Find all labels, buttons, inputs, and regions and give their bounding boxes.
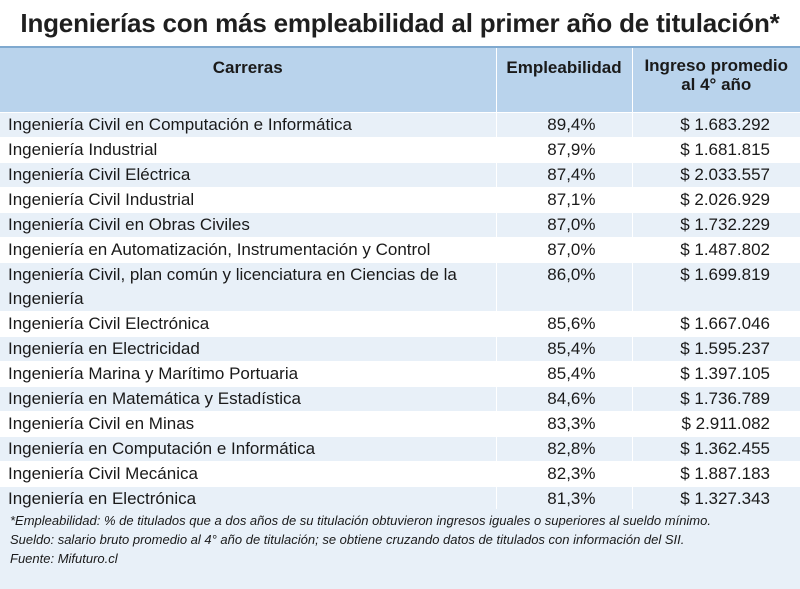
cell-ingreso: $ 1.681.815: [632, 137, 800, 163]
cell-empleabilidad: 83,3%: [496, 411, 633, 437]
note-fuente: Fuente: Mifuturo.cl: [10, 551, 118, 566]
footnotes: *Empleabilidad: % de titulados que a dos…: [0, 509, 800, 589]
table-row: Ingeniería Civil, plan común y licenciat…: [0, 262, 800, 312]
table-row: Ingeniería en Automatización, Instrument…: [0, 237, 800, 263]
cell-ingreso: $ 2.911.082: [632, 411, 800, 437]
table-row: Ingeniería Civil en Computación e Inform…: [0, 112, 800, 138]
page-title: Ingenierías con más empleabilidad al pri…: [20, 8, 780, 38]
employability-table: Carreras Empleabilidad Ingreso promedio …: [0, 48, 800, 511]
cell-ingreso: $ 1.667.046: [632, 311, 800, 337]
cell-ingreso: $ 1.683.292: [632, 112, 800, 138]
cell-empleabilidad: 84,6%: [496, 386, 633, 412]
cell-empleabilidad: 87,0%: [496, 237, 633, 263]
column-header-ingreso-line2: al 4° año: [681, 75, 752, 94]
column-header-empleabilidad: Empleabilidad: [496, 48, 633, 113]
cell-ingreso: $ 1.487.802: [632, 237, 800, 263]
cell-carrera: Ingeniería Marina y Marítimo Portuaria: [0, 361, 497, 387]
cell-ingreso: $ 1.736.789: [632, 386, 800, 412]
cell-carrera: Ingeniería en Electricidad: [0, 336, 497, 362]
cell-carrera: Ingeniería Civil Electrónica: [0, 311, 497, 337]
table-row: Ingeniería Civil Eléctrica 87,4% $ 2.033.5…: [0, 162, 800, 188]
cell-empleabilidad: 86,0%: [496, 262, 633, 312]
cell-ingreso: $ 1.362.455: [632, 436, 800, 462]
table-row: Ingeniería Civil en Minas 83,3% $ 2.911.08…: [0, 411, 800, 437]
cell-empleabilidad: 82,3%: [496, 461, 633, 487]
table-row: Ingeniería en Matemática y Estadística 84…: [0, 386, 800, 412]
cell-ingreso: $ 1.732.229: [632, 212, 800, 238]
cell-empleabilidad: 89,4%: [496, 112, 633, 138]
cell-ingreso: $ 1.699.819: [632, 262, 800, 312]
cell-carrera: Ingeniería Civil Industrial: [0, 187, 497, 213]
cell-ingreso: $ 1.397.105: [632, 361, 800, 387]
column-header-carreras: Carreras: [0, 48, 497, 113]
cell-carrera: Ingeniería en Matemática y Estadística: [0, 386, 497, 412]
table-row: Ingeniería Civil Mecánica 82,3% $ 1.887.18…: [0, 461, 800, 487]
table-row: Ingeniería en Computación e Informática 8…: [0, 436, 800, 462]
cell-carrera: Ingeniería Civil, plan común y licenciat…: [0, 262, 497, 312]
table-row: Ingeniería Civil en Obras Civiles 87,0% $ …: [0, 212, 800, 238]
cell-empleabilidad: 85,4%: [496, 336, 633, 362]
cell-ingreso: $ 1.887.183: [632, 461, 800, 487]
cell-empleabilidad: 87,4%: [496, 162, 633, 188]
title-bar: Ingenierías con más empleabilidad al pri…: [0, 0, 800, 48]
table-row: Ingeniería en Electrónica 81,3% $ 1.327.34…: [0, 486, 800, 511]
cell-empleabilidad: 87,1%: [496, 187, 633, 213]
table-row: Ingeniería Civil Electrónica 85,6% $ 1.667…: [0, 311, 800, 337]
cell-carrera: Ingeniería en Computación e Informática: [0, 436, 497, 462]
cell-carrera: Ingeniería Civil en Minas: [0, 411, 497, 437]
table-row: Ingeniería Civil Industrial 87,1% $ 2.026.…: [0, 187, 800, 213]
column-header-ingreso-line1: Ingreso promedio: [644, 56, 789, 75]
table-body: Ingeniería Civil en Computación e Inform…: [0, 112, 800, 511]
cell-carrera: Ingeniería Civil en Obras Civiles: [0, 212, 497, 238]
cell-carrera: Ingeniería Civil en Computación e Inform…: [0, 112, 497, 138]
cell-empleabilidad: 87,0%: [496, 212, 633, 238]
cell-ingreso: $ 1.327.343: [632, 486, 800, 511]
table-header-row: Carreras Empleabilidad Ingreso promedio …: [0, 48, 800, 113]
cell-carrera: Ingeniería Civil Eléctrica: [0, 162, 497, 188]
note-empleabilidad: *Empleabilidad: % de titulados que a dos…: [10, 513, 711, 528]
note-sueldo: Sueldo: salario bruto promedio al 4° año…: [10, 532, 685, 547]
cell-ingreso: $ 2.026.929: [632, 187, 800, 213]
cell-empleabilidad: 85,6%: [496, 311, 633, 337]
cell-carrera: Ingeniería Civil Mecánica: [0, 461, 497, 487]
table-row: Ingeniería Industrial 87,9% $ 1.681.815: [0, 137, 800, 163]
cell-empleabilidad: 85,4%: [496, 361, 633, 387]
cell-ingreso: $ 1.595.237: [632, 336, 800, 362]
cell-carrera: Ingeniería Industrial: [0, 137, 497, 163]
cell-ingreso: $ 2.033.557: [632, 162, 800, 188]
cell-empleabilidad: 82,8%: [496, 436, 633, 462]
cell-carrera: Ingeniería en Automatización, Instrument…: [0, 237, 497, 263]
table-row: Ingeniería en Electricidad 85,4% $ 1.595.2…: [0, 336, 800, 362]
cell-empleabilidad: 87,9%: [496, 137, 633, 163]
cell-empleabilidad: 81,3%: [496, 486, 633, 511]
cell-carrera: Ingeniería en Electrónica: [0, 486, 497, 511]
table-row: Ingeniería Marina y Marítimo Portuaria 85…: [0, 361, 800, 387]
column-header-ingreso: Ingreso promedio al 4° año: [632, 48, 800, 113]
